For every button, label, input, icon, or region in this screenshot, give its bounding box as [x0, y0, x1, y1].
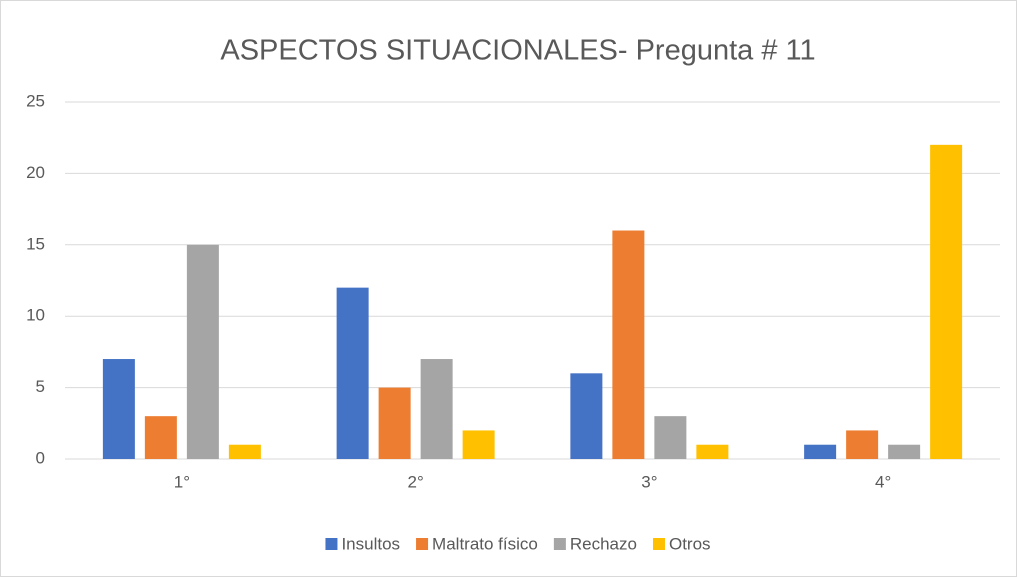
- bar: [228, 444, 261, 459]
- bar: [570, 373, 603, 459]
- y-tick-label: 15: [26, 234, 45, 253]
- legend-swatch: [416, 538, 429, 550]
- bar: [888, 444, 921, 459]
- bar: [930, 144, 963, 459]
- x-tick-label: 4°: [875, 472, 891, 491]
- bar: [186, 244, 219, 459]
- legend-swatch: [553, 538, 566, 550]
- legend-label: Otros: [669, 534, 711, 553]
- legend-label: Maltrato físico: [432, 534, 538, 553]
- y-tick-label: 20: [26, 163, 45, 182]
- legend-label: Rechazo: [570, 534, 637, 553]
- x-tick-label: 3°: [641, 472, 657, 491]
- y-tick-label: 0: [36, 448, 45, 467]
- bar: [336, 287, 369, 459]
- y-tick-label: 10: [26, 306, 45, 325]
- legend: Insultos Maltrato físico Rechazo Otros: [325, 534, 711, 553]
- bar: [420, 359, 453, 459]
- bar: [102, 359, 135, 459]
- bar: [378, 387, 411, 459]
- bar: [144, 416, 177, 459]
- y-tick-label: 5: [36, 377, 45, 396]
- y-tick-label: 25: [26, 91, 45, 110]
- bar: [804, 444, 837, 459]
- bar: [462, 430, 495, 459]
- x-tick-label: 1°: [174, 472, 190, 491]
- legend-swatch: [325, 538, 338, 550]
- legend-label: Insultos: [341, 534, 400, 553]
- bar: [696, 444, 729, 459]
- bar: [654, 416, 687, 459]
- bar: [846, 430, 879, 459]
- chart-title: ASPECTOS SITUACIONALES- Pregunta # 11: [220, 35, 815, 67]
- legend-swatch: [652, 538, 665, 550]
- bar: [612, 230, 645, 459]
- x-tick-label: 2°: [407, 472, 423, 491]
